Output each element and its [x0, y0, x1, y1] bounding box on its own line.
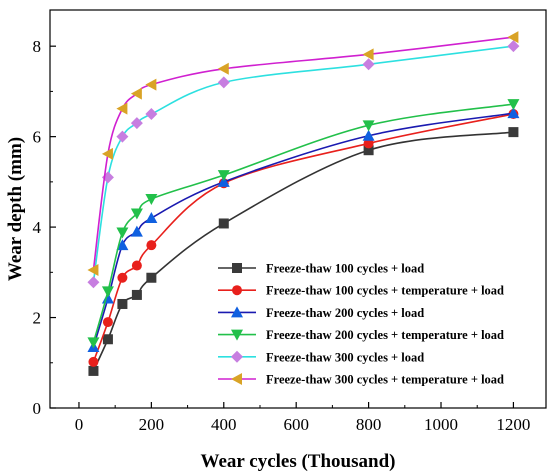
data-point [146, 240, 157, 251]
data-point [87, 337, 100, 349]
legend-label: Freeze-thaw 200 cycles + temperature + l… [266, 328, 504, 342]
data-point [508, 127, 519, 138]
legend: Freeze-thaw 100 cycles + load Freeze-thaw… [218, 262, 504, 387]
x-tick-label: 1000 [424, 415, 458, 434]
data-point [130, 87, 142, 100]
y-tick-label: 6 [33, 128, 42, 147]
series-layer [87, 31, 520, 376]
axes: 0 200 400 600 800 1000 1200 0 2 4 6 8 [33, 9, 547, 434]
data-point [88, 365, 99, 376]
legend-marker [232, 263, 242, 273]
data-point [362, 129, 375, 141]
data-point [217, 76, 230, 89]
legend-marker [231, 373, 242, 385]
legend-marker [231, 329, 243, 341]
x-tick-label: 800 [356, 415, 382, 434]
data-point [130, 225, 143, 237]
data-point [507, 99, 520, 111]
series-1 [88, 127, 519, 376]
legend-label: Freeze-thaw 100 cycles + temperature + l… [266, 284, 504, 298]
legend-item-4: Freeze-thaw 200 cycles + temperature + l… [218, 328, 504, 342]
y-axis-title: Wear depth (mm) [5, 137, 26, 281]
legend-item-3: Freeze-thaw 200 cycles + load [218, 306, 424, 320]
legend-label: Freeze-thaw 300 cycles + temperature + l… [266, 373, 504, 387]
legend-label: Freeze-thaw 200 cycles + load [266, 306, 424, 320]
data-point [116, 227, 129, 239]
legend-marker [231, 350, 243, 363]
series-6 [87, 31, 519, 277]
legend-label: Freeze-thaw 100 cycles + load [266, 262, 424, 276]
legend-marker [231, 306, 243, 318]
data-point [363, 145, 374, 156]
data-point [362, 48, 374, 61]
legend-item-5: Freeze-thaw 300 cycles + load [218, 350, 424, 364]
data-point [102, 317, 113, 328]
legend-marker [232, 285, 242, 296]
data-point [117, 298, 128, 309]
data-point [87, 264, 99, 277]
data-point [87, 276, 100, 289]
x-tick-label: 400 [211, 415, 237, 434]
data-point [101, 147, 113, 160]
data-point [88, 356, 99, 367]
data-point [145, 212, 158, 224]
data-point [507, 40, 520, 53]
y-tick-label: 8 [33, 37, 42, 56]
series-line [92, 113, 514, 363]
legend-item-2: Freeze-thaw 100 cycles + temperature + l… [218, 284, 504, 298]
data-point [507, 107, 520, 119]
series-line [92, 45, 514, 283]
data-point [116, 130, 129, 143]
y-tick-label: 2 [33, 309, 42, 328]
legend-item-1: Freeze-thaw 100 cycles + load [218, 262, 424, 276]
data-point [145, 108, 158, 121]
data-point [101, 286, 114, 298]
series-5 [87, 40, 520, 289]
data-point [145, 78, 157, 91]
data-point [130, 117, 143, 130]
data-point [146, 272, 157, 283]
x-axis-title: Wear cycles (Thousand) [201, 451, 396, 472]
data-point [218, 218, 229, 229]
data-point [116, 102, 128, 115]
data-point [217, 62, 229, 75]
x-tick-label: 0 [75, 415, 84, 434]
data-point [363, 138, 374, 149]
series-3 [87, 107, 520, 352]
legend-label: Freeze-thaw 300 cycles + load [266, 350, 424, 364]
data-point [362, 120, 375, 132]
data-point [116, 239, 129, 251]
x-tick-label: 1200 [496, 415, 530, 434]
data-point [507, 31, 519, 44]
data-point [117, 272, 128, 283]
data-point [131, 260, 142, 271]
data-point [102, 334, 113, 345]
plot-frame [49, 9, 547, 409]
data-point [131, 289, 142, 300]
data-point [145, 194, 158, 206]
data-point [217, 170, 230, 182]
data-point [217, 175, 230, 187]
x-tick-label: 200 [139, 415, 165, 434]
x-tick-label: 600 [283, 415, 309, 434]
y-tick-label: 4 [33, 218, 42, 237]
legend-item-6: Freeze-thaw 300 cycles + temperature + l… [218, 373, 504, 387]
data-point [130, 208, 143, 220]
y-tick-label: 0 [33, 399, 42, 418]
data-point [362, 58, 375, 71]
series-4 [87, 99, 520, 349]
